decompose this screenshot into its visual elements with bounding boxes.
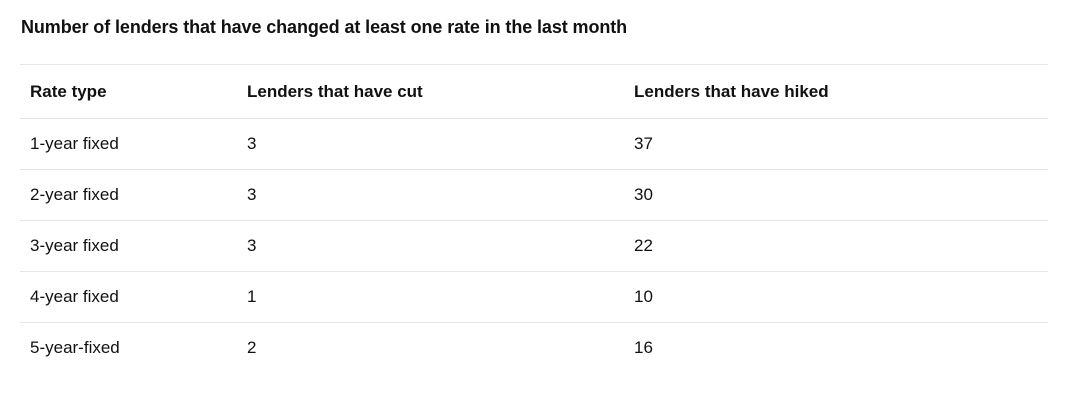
lenders-hiked-cell: 30 [634, 185, 653, 204]
lenders-cut-cell: 3 [247, 236, 257, 255]
table-row: 3-year fixed 3 22 [20, 221, 1048, 272]
table-title: Number of lenders that have changed at l… [21, 17, 628, 37]
lenders-hiked-cell: 10 [634, 287, 653, 306]
lenders-cut-cell: 1 [247, 287, 257, 306]
rate-type-cell: 1-year fixed [30, 134, 119, 153]
rate-type-cell: 3-year fixed [30, 236, 119, 255]
lenders-hiked-cell: 22 [634, 236, 653, 255]
lenders-cut-cell: 2 [247, 338, 257, 357]
lenders-hiked-cell: 16 [634, 338, 653, 357]
lenders-cut-cell: 3 [247, 134, 257, 153]
lenders-rate-table: Rate type Lenders that have cut Lenders … [20, 64, 1048, 373]
table-row: 2-year fixed 3 30 [20, 170, 1048, 221]
table-row: 1-year fixed 3 37 [20, 119, 1048, 170]
rate-type-cell: 4-year fixed [30, 287, 119, 306]
lenders-hiked-cell: 37 [634, 134, 653, 153]
column-header-rate-type: Rate type [30, 81, 107, 101]
table-header-row: Rate type Lenders that have cut Lenders … [20, 65, 1048, 119]
rate-type-cell: 5-year-fixed [30, 338, 120, 357]
lenders-cut-cell: 3 [247, 185, 257, 204]
rate-type-cell: 2-year fixed [30, 185, 119, 204]
column-header-lenders-cut: Lenders that have cut [247, 81, 423, 101]
table-row: 5-year-fixed 2 16 [20, 323, 1048, 373]
column-header-lenders-hiked: Lenders that have hiked [634, 81, 829, 101]
table-row: 4-year fixed 1 10 [20, 272, 1048, 323]
